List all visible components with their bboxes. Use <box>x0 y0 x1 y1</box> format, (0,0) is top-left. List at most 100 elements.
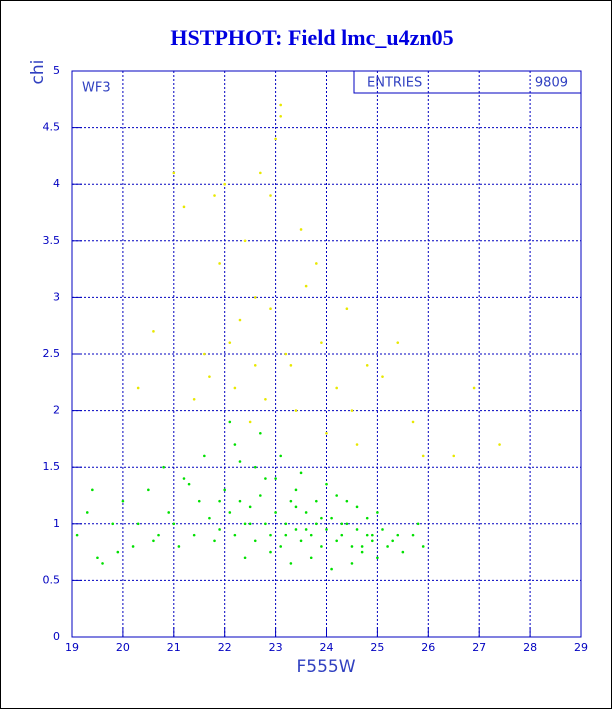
y-axis-label: chi <box>28 60 48 85</box>
x-tick-label: 25 <box>370 641 384 654</box>
point <box>279 545 282 548</box>
point <box>401 550 405 554</box>
point <box>360 545 364 548</box>
y-tick-label: 0 <box>53 630 60 643</box>
point <box>396 341 400 344</box>
point <box>253 465 257 469</box>
point <box>192 397 196 401</box>
point <box>345 522 349 526</box>
point <box>269 550 272 554</box>
point <box>371 533 374 537</box>
x-tick-label: 19 <box>65 641 79 654</box>
x-tick-label: 21 <box>167 641 181 654</box>
point <box>284 533 288 537</box>
point <box>91 488 94 492</box>
y-tick-label: 4.5 <box>43 121 61 134</box>
point <box>213 539 216 543</box>
point <box>136 386 140 390</box>
point <box>228 341 232 344</box>
point <box>111 522 115 526</box>
point <box>315 262 318 265</box>
point <box>325 528 328 531</box>
point <box>391 539 394 543</box>
point <box>330 516 333 520</box>
point <box>315 522 318 526</box>
point <box>101 562 104 565</box>
point <box>284 352 288 356</box>
point <box>421 545 425 548</box>
y-tick-label: 3 <box>53 290 60 303</box>
point <box>264 397 267 401</box>
point <box>223 182 226 186</box>
x-tick-label: 20 <box>116 641 130 654</box>
point <box>96 556 99 560</box>
point <box>253 296 257 299</box>
point <box>238 460 242 463</box>
point <box>284 522 288 526</box>
point <box>345 499 349 503</box>
panel-label: WF3 <box>82 81 111 96</box>
point <box>325 482 328 486</box>
point <box>350 545 354 548</box>
point <box>279 114 282 118</box>
stats-label: ENTRIES <box>367 76 422 91</box>
point <box>355 443 359 446</box>
point <box>376 556 379 560</box>
point <box>411 533 415 537</box>
point <box>365 533 369 537</box>
point <box>279 103 282 107</box>
point <box>309 556 313 560</box>
point <box>350 562 354 565</box>
point <box>259 171 262 175</box>
point <box>218 528 221 531</box>
point <box>304 284 308 288</box>
point <box>167 511 171 514</box>
point <box>294 528 298 531</box>
point <box>233 533 237 537</box>
point <box>177 545 181 548</box>
x-tick-label: 23 <box>269 641 283 654</box>
x-tick-label: 22 <box>218 641 232 654</box>
point <box>325 431 328 435</box>
point <box>371 539 374 543</box>
point <box>152 330 155 333</box>
point <box>365 516 369 520</box>
point <box>162 465 165 469</box>
point <box>416 522 420 526</box>
point <box>238 499 242 503</box>
point <box>269 533 272 537</box>
point <box>279 454 282 458</box>
point <box>365 364 369 367</box>
point <box>259 494 262 497</box>
x-tick-label: 24 <box>320 641 334 654</box>
point <box>320 341 323 344</box>
point <box>208 375 211 378</box>
point <box>259 431 262 435</box>
point <box>294 409 298 412</box>
point <box>274 477 277 480</box>
point <box>340 533 344 537</box>
stats-value: 9809 <box>535 76 568 91</box>
point <box>121 499 125 503</box>
point <box>320 516 323 520</box>
point <box>294 488 298 492</box>
point <box>386 545 389 548</box>
point <box>294 505 298 509</box>
point <box>243 556 247 560</box>
y-tick-label: 0.5 <box>43 573 61 586</box>
point <box>299 471 303 475</box>
point <box>197 499 201 503</box>
point <box>218 262 221 265</box>
point <box>243 522 247 526</box>
point <box>452 454 456 458</box>
point <box>243 239 247 243</box>
x-axis-label: F555W <box>296 657 355 677</box>
plot-frame <box>71 70 582 638</box>
point <box>75 533 79 537</box>
point <box>172 171 176 175</box>
x-tick-label: 29 <box>574 641 588 654</box>
point <box>208 516 211 520</box>
point <box>85 511 89 514</box>
point <box>330 567 333 571</box>
